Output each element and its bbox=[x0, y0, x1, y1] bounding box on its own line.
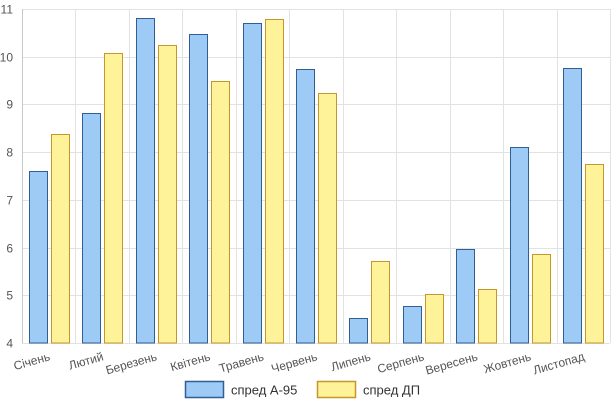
bar-dp[interactable] bbox=[211, 81, 230, 344]
bar-a95[interactable] bbox=[563, 68, 582, 344]
x-axis-ticks: Січень Лютий Березень Квітень Травень Червень… bbox=[12, 349, 586, 377]
bar-a95[interactable] bbox=[136, 18, 155, 344]
x-tick-label: Березень bbox=[104, 349, 158, 377]
x-tick-label: Травень bbox=[217, 349, 265, 375]
legend-swatch[interactable] bbox=[316, 380, 357, 399]
y-tick-label: 6 bbox=[6, 242, 13, 256]
bar-dp[interactable] bbox=[478, 289, 497, 344]
y-axis-ticks: 4 5 6 7 8 9 10 11 bbox=[0, 3, 13, 351]
legend: спред А-95 спред ДП bbox=[184, 380, 420, 399]
x-tick-label: Жовтень bbox=[482, 349, 533, 376]
bar-a95[interactable] bbox=[29, 171, 48, 344]
bar-a95[interactable] bbox=[82, 113, 101, 344]
bar-dp[interactable] bbox=[51, 134, 70, 344]
y-tick-label: 8 bbox=[6, 146, 13, 160]
bar-dp[interactable] bbox=[318, 93, 337, 344]
bar-a95[interactable] bbox=[296, 69, 315, 344]
y-tick-label: 7 bbox=[6, 194, 13, 208]
bar-a95[interactable] bbox=[189, 34, 208, 344]
legend-label[interactable]: спред ДП bbox=[363, 383, 420, 398]
y-tick-label: 5 bbox=[6, 289, 13, 303]
legend-swatch[interactable] bbox=[184, 380, 225, 399]
bars bbox=[29, 18, 604, 344]
x-tick-label: Листопад bbox=[531, 349, 586, 377]
y-tick-label: 9 bbox=[6, 98, 13, 112]
bar-dp[interactable] bbox=[265, 19, 284, 344]
bar-a95[interactable] bbox=[403, 306, 422, 344]
legend-label[interactable]: спред А-95 bbox=[231, 383, 297, 398]
x-tick-label: Липень bbox=[329, 349, 372, 374]
bar-dp[interactable] bbox=[158, 45, 177, 344]
y-tick-label: 11 bbox=[1, 3, 14, 17]
bar-dp[interactable] bbox=[425, 294, 444, 344]
bar-a95[interactable] bbox=[349, 318, 368, 344]
x-tick-label: Січень bbox=[12, 349, 52, 373]
bar-dp[interactable] bbox=[371, 261, 390, 344]
bar-a95[interactable] bbox=[243, 23, 262, 344]
bar-dp[interactable] bbox=[104, 53, 123, 344]
x-tick-label: Вересень bbox=[424, 349, 479, 377]
bar-a95[interactable] bbox=[510, 147, 529, 344]
bar-dp[interactable] bbox=[532, 254, 551, 344]
x-tick-label: Серпень bbox=[376, 349, 426, 376]
bar-a95[interactable] bbox=[456, 249, 475, 344]
bar-dp[interactable] bbox=[585, 164, 604, 344]
x-tick-label: Лютий bbox=[67, 349, 105, 372]
y-tick-label: 4 bbox=[6, 337, 13, 351]
x-tick-label: Квітень bbox=[169, 349, 212, 374]
y-tick-label: 10 bbox=[0, 51, 13, 65]
x-tick-label: Червень bbox=[270, 349, 319, 375]
